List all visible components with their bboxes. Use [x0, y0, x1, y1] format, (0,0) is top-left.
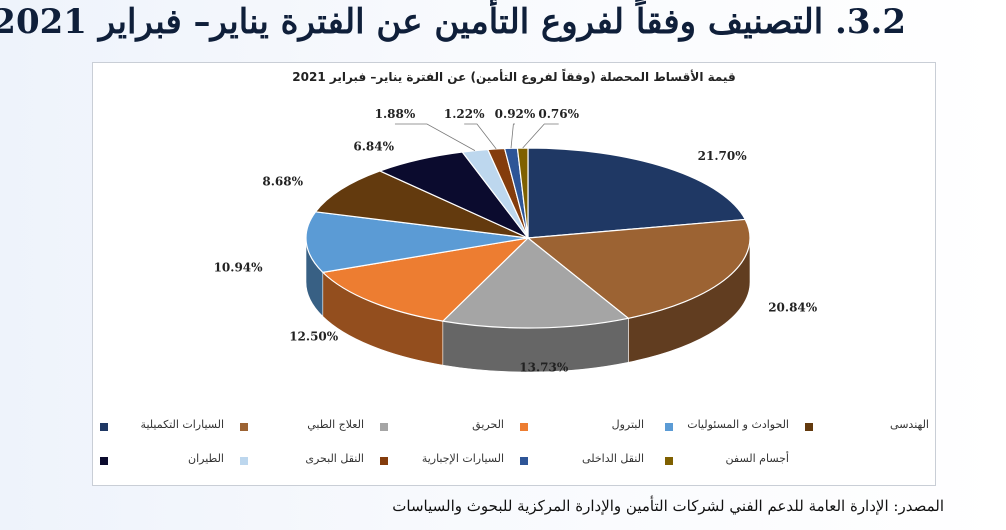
- legend-swatch: [520, 457, 528, 465]
- pie-top: [305, 147, 751, 329]
- pie-leader-7: [394, 123, 476, 151]
- legend-label: الحريق: [472, 418, 504, 431]
- legend-label: البترول: [611, 418, 644, 431]
- legend-item: أجسام السفن: [665, 452, 791, 472]
- pie-value-label-5: 8.68%: [262, 174, 303, 188]
- legend-item: السيارات التكميلية: [100, 418, 226, 438]
- legend-item: العلاج الطبي: [240, 418, 366, 438]
- legend-swatch: [805, 423, 813, 431]
- legend-swatch: [240, 457, 248, 465]
- pie-value-label-1: 20.84%: [768, 301, 818, 315]
- legend-item: الحوادث و المسئوليات: [665, 418, 791, 438]
- pie-slice-1: [526, 218, 751, 319]
- legend-swatch: [100, 423, 108, 431]
- pie-value-label-3: 12.50%: [289, 330, 339, 344]
- pie-value-label-0: 21.70%: [698, 149, 748, 163]
- legend-label: الهندسى: [890, 418, 929, 431]
- pie-leader-9: [510, 123, 516, 149]
- chart-title: قيمة الأقساط المحصلة (وفقاً لفروع التأمي…: [292, 70, 736, 84]
- pie-slice-10: [516, 147, 529, 239]
- pie-value-label-8: 1.22%: [444, 107, 485, 121]
- pie-leader-10: [522, 123, 559, 149]
- pie-value-label-4: 10.94%: [214, 260, 264, 274]
- pie-slice-3: [321, 237, 530, 322]
- source-note: المصدر: الإدارة العامة للدعم الفني لشركا…: [392, 497, 944, 515]
- pie-leader-8: [464, 123, 497, 150]
- legend-item: النقل الداخلى: [520, 452, 646, 472]
- pie-value-label-6: 6.84%: [353, 139, 394, 153]
- pie-value-label-7: 1.88%: [375, 107, 416, 121]
- pie-labels: 21.70% 20.84% 13.73% 12.50% 10.94% 8.68% 6.84%…: [214, 107, 818, 374]
- legend-item: الحريق: [380, 418, 506, 438]
- legend-label: السيارات الإجبارية: [421, 452, 504, 465]
- legend-item: البترول: [520, 418, 646, 438]
- legend-label: النقل الداخلى: [582, 452, 644, 465]
- legend-swatch: [520, 423, 528, 431]
- legend-item: الهندسى: [805, 418, 931, 438]
- chart-frame: [92, 62, 936, 486]
- pie-value-label-2: 13.73%: [519, 360, 569, 374]
- pie-value-label-9: 0.92%: [495, 107, 536, 121]
- legend-item: النقل البحرى: [240, 452, 366, 472]
- legend-label: العلاج الطبي: [307, 418, 364, 431]
- legend-swatch: [240, 423, 248, 431]
- legend-label: النقل البحرى: [305, 452, 364, 465]
- legend-item: السيارات الإجبارية: [380, 452, 506, 472]
- page-title: 3.2. التصنيف وفقاً لفروع التأمين عن الفت…: [0, 2, 906, 42]
- legend-label: السيارات التكميلية: [140, 418, 224, 431]
- pie-slice-4: [305, 211, 529, 274]
- pie-value-label-10: 0.76%: [538, 107, 579, 121]
- legend-swatch: [380, 457, 388, 465]
- legend-label: الحوادث و المسئوليات: [687, 418, 789, 431]
- legend-label: الطيران: [188, 452, 224, 465]
- legend-item: الطيران: [100, 452, 226, 472]
- legend-swatch: [380, 423, 388, 431]
- pie-sides: [305, 237, 751, 373]
- legend-label: أجسام السفن: [725, 452, 790, 465]
- legend-swatch: [100, 457, 108, 465]
- legend-swatch: [665, 423, 673, 431]
- pie-slice-0: [527, 147, 747, 239]
- legend-swatch: [665, 457, 673, 465]
- pie-slice-5: [314, 170, 529, 239]
- pie-slice-2: [441, 237, 630, 329]
